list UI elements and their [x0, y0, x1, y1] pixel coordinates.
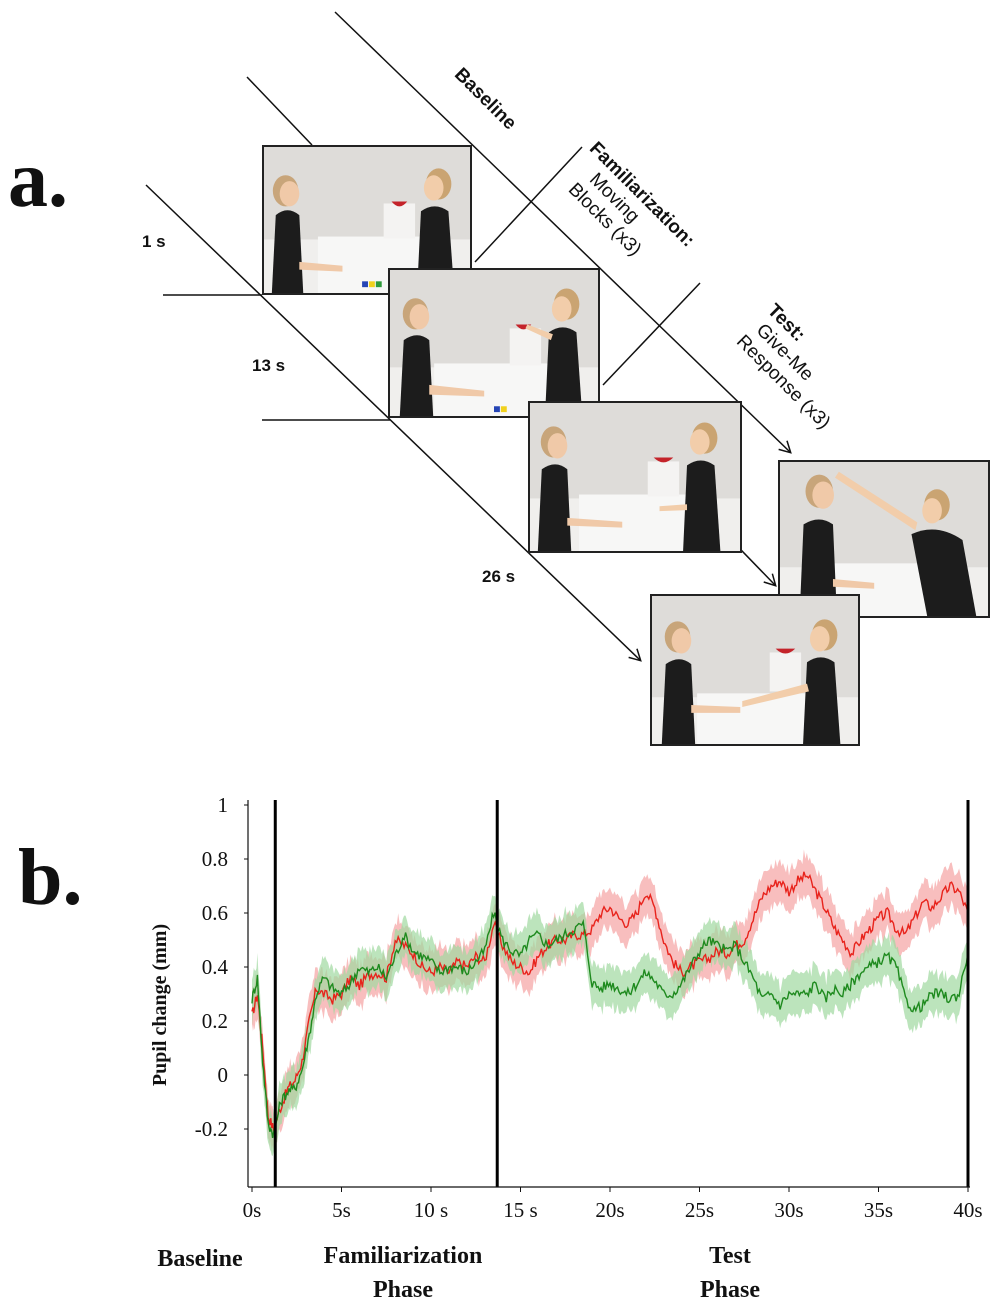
time-label-26s: 26 s	[482, 567, 516, 586]
test-frame	[528, 401, 742, 553]
chart-phase-label-test: Test Phase	[680, 1240, 780, 1306]
y-tick-label: -0.2	[195, 1117, 228, 1141]
x-tick-label: 25s	[685, 1198, 714, 1222]
y-tick-label: 1	[218, 793, 229, 817]
phase-boundaries	[273, 800, 970, 1187]
chart-phase-label-familiarization: Familiarization Phase	[298, 1240, 508, 1306]
y-tick-label: 0.2	[202, 1009, 228, 1033]
women-facing-hand-out-icon	[530, 403, 740, 551]
y-tick-label: 0.4	[202, 955, 229, 979]
panel-a-label: a.	[8, 136, 68, 224]
confidence-band-series-1	[252, 895, 968, 1157]
baseline-diagonal-lower	[246, 76, 313, 146]
series-line-1	[251, 911, 969, 1139]
x-tick-label: 10 s	[414, 1198, 448, 1222]
woman-touching-hand-icon	[652, 596, 858, 744]
chart-baseline-text: Baseline	[157, 1246, 243, 1272]
x-tick-label: 35s	[864, 1198, 893, 1222]
time-label-13s: 13 s	[252, 356, 286, 375]
x-tick-label: 0s	[243, 1198, 262, 1222]
y-tick-label: 0.8	[202, 847, 228, 871]
x-tick-label: 40s	[953, 1198, 982, 1222]
y-tick-label: 0.6	[202, 901, 228, 925]
x-tick-label: 30s	[774, 1198, 803, 1222]
y-axis-label: Pupil change (mm)	[149, 924, 171, 1086]
panel-b-label: b.	[18, 834, 83, 922]
chart-familiarization-line2: Phase	[373, 1276, 433, 1303]
x-tick-label: 20s	[595, 1198, 624, 1222]
test-response-hand-frame	[650, 594, 860, 746]
confidence-bands	[252, 849, 968, 1157]
chart-test-line2: Phase	[700, 1276, 760, 1303]
data-lines	[251, 871, 969, 1139]
chart-test-line1: Test	[709, 1243, 751, 1269]
y-tick-label: 0	[218, 1063, 229, 1087]
x-tick-label: 15 s	[503, 1198, 537, 1222]
familiarization-diagonal	[474, 146, 583, 263]
left-diagonal-arrow	[145, 184, 642, 662]
familiarization-frame	[388, 268, 600, 418]
time-label-1s: 1 s	[142, 232, 166, 251]
series-line-0	[251, 871, 969, 1132]
y-axis-ticks: -0.2 0 0.2 0.4 0.6 0.8 1	[195, 793, 248, 1141]
chart-familiarization-line1: Familiarization	[323, 1243, 483, 1269]
chart-phase-label-baseline: Baseline	[145, 1243, 255, 1277]
woman-moving-blocks-icon	[390, 270, 598, 416]
baseline-diagonal-upper	[334, 11, 792, 454]
confidence-band-series-0	[252, 849, 968, 1152]
x-axis-ticks: 0s 5s 10 s 15 s 20s 25s 30s 35s 40s	[243, 1187, 983, 1222]
test-diagonal	[602, 282, 701, 386]
x-tick-label: 5s	[332, 1198, 351, 1222]
